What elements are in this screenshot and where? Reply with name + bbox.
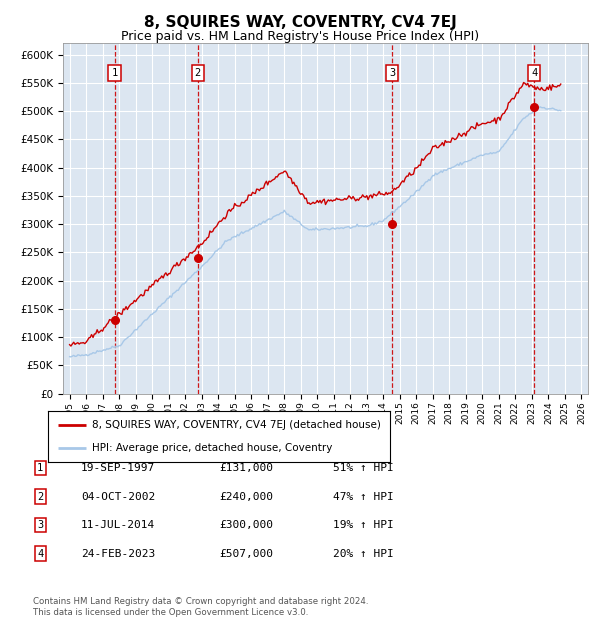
Text: 8, SQUIRES WAY, COVENTRY, CV4 7EJ: 8, SQUIRES WAY, COVENTRY, CV4 7EJ <box>143 16 457 30</box>
Text: 3: 3 <box>37 520 43 530</box>
Text: 2: 2 <box>194 68 200 78</box>
Text: Price paid vs. HM Land Registry's House Price Index (HPI): Price paid vs. HM Land Registry's House … <box>121 30 479 43</box>
Text: Contains HM Land Registry data © Crown copyright and database right 2024.
This d: Contains HM Land Registry data © Crown c… <box>33 598 368 617</box>
Text: 19% ↑ HPI: 19% ↑ HPI <box>333 520 394 530</box>
Text: 2: 2 <box>37 492 43 502</box>
Text: 04-OCT-2002: 04-OCT-2002 <box>81 492 155 502</box>
Text: 1: 1 <box>112 68 118 78</box>
Text: 3: 3 <box>389 68 395 78</box>
Text: 1: 1 <box>37 463 43 473</box>
Text: 47% ↑ HPI: 47% ↑ HPI <box>333 492 394 502</box>
Text: 11-JUL-2014: 11-JUL-2014 <box>81 520 155 530</box>
Text: £240,000: £240,000 <box>219 492 273 502</box>
Text: 51% ↑ HPI: 51% ↑ HPI <box>333 463 394 473</box>
Text: 8, SQUIRES WAY, COVENTRY, CV4 7EJ (detached house): 8, SQUIRES WAY, COVENTRY, CV4 7EJ (detac… <box>92 420 382 430</box>
Text: 24-FEB-2023: 24-FEB-2023 <box>81 549 155 559</box>
Text: 4: 4 <box>531 68 538 78</box>
Text: 19-SEP-1997: 19-SEP-1997 <box>81 463 155 473</box>
Text: £131,000: £131,000 <box>219 463 273 473</box>
Text: HPI: Average price, detached house, Coventry: HPI: Average price, detached house, Cove… <box>92 443 333 453</box>
Text: 4: 4 <box>37 549 43 559</box>
Text: 20% ↑ HPI: 20% ↑ HPI <box>333 549 394 559</box>
Text: £507,000: £507,000 <box>219 549 273 559</box>
Text: £300,000: £300,000 <box>219 520 273 530</box>
